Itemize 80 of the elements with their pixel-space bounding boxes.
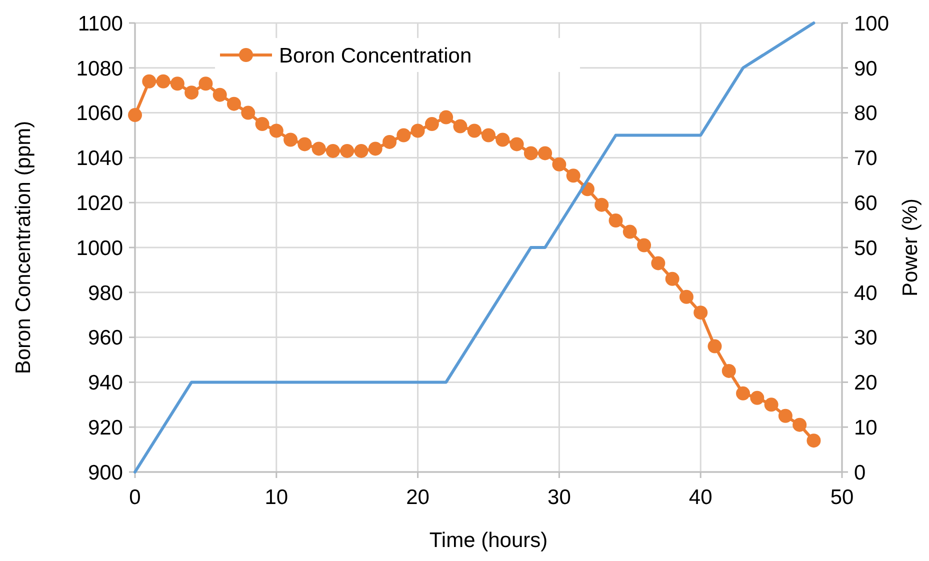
y2-tick-label: 10 (854, 416, 878, 440)
point (326, 144, 340, 158)
y-tick-label: 1080 (76, 57, 123, 80)
point (453, 119, 468, 134)
point (382, 134, 397, 149)
point (694, 306, 708, 320)
x-tick-label: 20 (406, 486, 430, 509)
point (284, 132, 298, 147)
y2-tick-label: 80 (854, 102, 878, 126)
point (312, 142, 326, 156)
point (722, 364, 736, 378)
point (226, 96, 241, 111)
x-tick-label: 40 (688, 486, 712, 509)
y-tick-label: 1040 (76, 147, 123, 170)
y2-tick-label: 30 (854, 326, 878, 350)
point (764, 398, 778, 412)
y2-axis-title: Power (%) (899, 198, 922, 297)
point (170, 76, 184, 91)
point (482, 128, 496, 142)
point (806, 434, 821, 448)
point (156, 74, 170, 88)
point (622, 224, 637, 239)
point (608, 214, 623, 228)
point (368, 142, 382, 156)
point (354, 144, 368, 158)
x-tick-label: 0 (129, 486, 141, 509)
point (142, 74, 156, 88)
x-tick-label: 30 (548, 486, 571, 509)
point (410, 124, 425, 138)
point (255, 117, 270, 132)
y2-tick-label: 70 (854, 147, 878, 170)
point (637, 238, 652, 252)
point (750, 390, 764, 405)
y-tick-label: 960 (88, 326, 123, 350)
legend-label: Boron Concentration (279, 44, 472, 68)
y-tick-label: 980 (88, 282, 123, 305)
point (510, 137, 524, 152)
x-tick-label: 50 (830, 486, 854, 509)
y-tick-label: 1000 (76, 236, 123, 260)
point (538, 146, 552, 160)
point (212, 88, 227, 102)
y2-tick-label: 100 (854, 12, 890, 36)
point (269, 124, 284, 138)
point (665, 272, 680, 286)
point (467, 124, 482, 138)
point (198, 76, 213, 91)
y-tick-label: 900 (88, 461, 123, 484)
point (424, 117, 439, 132)
y-tick-label: 940 (88, 372, 123, 395)
point (594, 198, 609, 212)
y2-tick-label: 60 (854, 192, 878, 215)
x-axis-title: Time (hours) (429, 529, 548, 552)
y2-tick-label: 90 (854, 57, 878, 80)
point (566, 168, 580, 183)
point (184, 86, 199, 100)
point (524, 146, 538, 160)
point (340, 144, 354, 158)
y-tick-label: 1060 (76, 102, 123, 126)
point (241, 106, 256, 120)
point (552, 157, 566, 172)
point (298, 137, 312, 152)
point (736, 386, 750, 400)
point (708, 339, 722, 354)
y2-tick-label: 20 (854, 372, 878, 395)
point (679, 290, 694, 304)
point (439, 110, 454, 124)
point (651, 256, 666, 270)
point (778, 408, 792, 423)
y2-tick-label: 50 (854, 236, 878, 260)
y-tick-label: 1020 (76, 192, 123, 215)
x-tick-label: 10 (264, 486, 288, 509)
y-tick-label: 1100 (78, 12, 123, 36)
y2-tick-label: 40 (854, 282, 878, 305)
y2-tick-label: 0 (854, 461, 866, 484)
point (496, 132, 510, 147)
point (792, 418, 807, 432)
point (396, 128, 411, 142)
y-axis-title: Boron Concentration (ppm) (12, 120, 35, 374)
point (128, 108, 142, 122)
y-tick-label: 920 (88, 416, 123, 440)
